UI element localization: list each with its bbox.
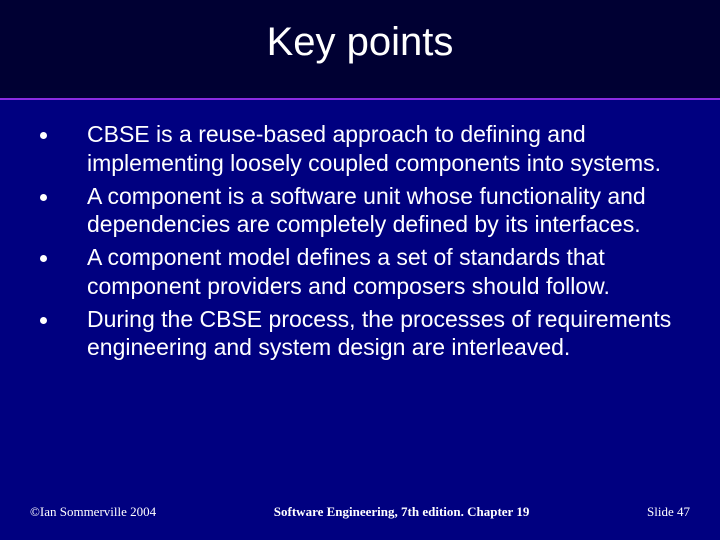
- content-area: CBSE is a reuse-based approach to defini…: [30, 120, 690, 366]
- footer-slide-number: Slide 47: [647, 504, 690, 520]
- bullet-text: A component model defines a set of stand…: [87, 243, 690, 301]
- footer-slide-prefix: Slide: [647, 504, 677, 519]
- bullet-icon: [40, 132, 47, 139]
- footer-copyright: ©Ian Sommerville 2004: [30, 504, 156, 520]
- bullet-text: A component is a software unit whose fun…: [87, 182, 690, 240]
- list-item: A component model defines a set of stand…: [30, 243, 690, 301]
- list-item: CBSE is a reuse-based approach to defini…: [30, 120, 690, 178]
- list-item: A component is a software unit whose fun…: [30, 182, 690, 240]
- list-item: During the CBSE process, the processes o…: [30, 305, 690, 363]
- footer-slide-num: 47: [677, 504, 690, 519]
- bullet-icon: [40, 255, 47, 262]
- bullet-list: CBSE is a reuse-based approach to defini…: [30, 120, 690, 362]
- slide-title: Key points: [0, 20, 720, 65]
- bullet-text: CBSE is a reuse-based approach to defini…: [87, 120, 690, 178]
- bullet-text: During the CBSE process, the processes o…: [87, 305, 690, 363]
- title-divider: [0, 98, 720, 100]
- slide-footer: ©Ian Sommerville 2004 Software Engineeri…: [30, 504, 690, 520]
- bullet-icon: [40, 194, 47, 201]
- title-area: Key points: [0, 0, 720, 81]
- bullet-icon: [40, 317, 47, 324]
- footer-chapter-title: Software Engineering, 7th edition. Chapt…: [274, 504, 530, 520]
